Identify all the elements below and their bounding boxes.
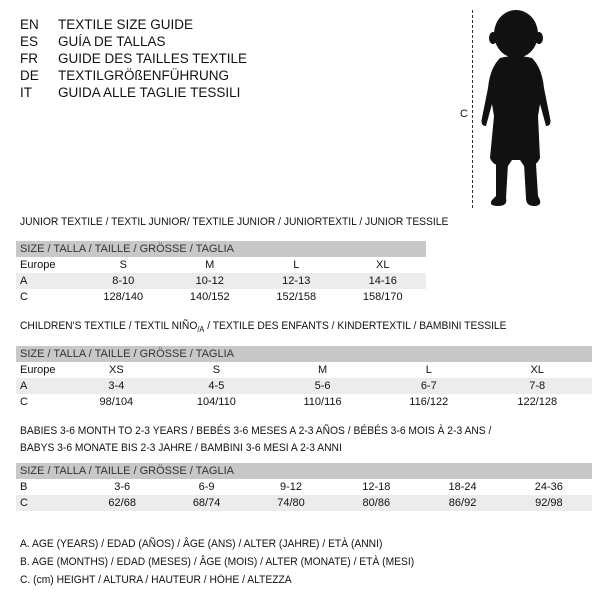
- table-row: C 128/140 140/152 152/158 158/170: [16, 289, 426, 305]
- child-silhouette-icon: [481, 10, 551, 206]
- cell: 92/98: [505, 495, 592, 511]
- cell: M: [205, 259, 215, 271]
- cell: 8-10: [80, 273, 167, 289]
- cell: 7-8: [482, 378, 592, 394]
- legend-b: B. AGE (MONTHS) / EDAD (MESES) / ÂGE (MO…: [20, 556, 415, 568]
- cell: 104/110: [196, 396, 236, 408]
- row-label: C: [20, 291, 28, 303]
- row-label: C: [16, 495, 80, 511]
- cell: S: [212, 364, 221, 376]
- language-code: IT: [20, 85, 32, 100]
- cell: 12-13: [253, 273, 340, 289]
- row-label: B: [20, 481, 28, 493]
- junior-size-table: SIZE / TALLA / TAILLE / GRÖSSE / TAGLIA …: [16, 241, 426, 305]
- cell: 3-6: [114, 481, 131, 493]
- cell: 9-12: [279, 481, 302, 493]
- table-row: Europe XS S M L XL: [16, 362, 592, 378]
- table-row: Europe S M L XL: [16, 257, 426, 273]
- table-header: SIZE / TALLA / TAILLE / GRÖSSE / TAGLIA: [16, 241, 426, 257]
- cell: 110/116: [303, 396, 342, 408]
- cell: 116/122: [409, 396, 449, 408]
- legend-a: A. AGE (YEARS) / EDAD (AÑOS) / ÂGE (ANS)…: [20, 538, 383, 550]
- cell: S: [119, 259, 127, 271]
- cell: 152/158: [276, 291, 317, 303]
- language-title: TEXTILE SIZE GUIDE: [58, 17, 194, 32]
- language-heading-en: EN TEXTILE SIZE GUIDE: [20, 16, 193, 33]
- table-header: SIZE / TALLA / TAILLE / GRÖSSE / TAGLIA: [16, 463, 592, 479]
- cell: 80/86: [333, 495, 420, 511]
- cell: 12-18: [362, 481, 391, 493]
- language-heading-es: ES GUÍA DE TALLAS: [20, 33, 166, 50]
- cell: L: [293, 259, 300, 271]
- junior-section-title: JUNIOR TEXTILE / TEXTIL JUNIOR/ TEXTILE …: [20, 216, 449, 228]
- cell: 98/104: [99, 396, 134, 408]
- height-label: C: [460, 108, 468, 120]
- language-code: DE: [20, 68, 39, 83]
- cell: L: [425, 364, 432, 376]
- row-label: A: [16, 378, 70, 394]
- cell: 14-16: [339, 273, 426, 289]
- language-title: GUIDE DES TAILLES TEXTILE: [58, 51, 248, 66]
- language-title: TEXTILGRÖßENFÜHRUNG: [58, 68, 230, 83]
- cell: 62/68: [80, 495, 165, 511]
- cell: 3-4: [70, 378, 163, 394]
- language-heading-it: IT GUIDA ALLE TAGLIE TESSILI: [20, 84, 240, 101]
- babies-section-title-line1: BABIES 3-6 MONTH TO 2-3 YEARS / BEBÉS 3-…: [20, 425, 492, 437]
- title-part: CHILDREN'S TEXTILE / TEXTIL NIÑO: [20, 320, 198, 332]
- cell: 6-9: [198, 481, 215, 493]
- cell: 158/170: [362, 291, 403, 303]
- language-code: ES: [20, 34, 39, 49]
- table-row: A 8-10 10-12 12-13 14-16: [16, 273, 426, 289]
- cell: 68/74: [164, 495, 249, 511]
- cell: 10-12: [166, 273, 253, 289]
- row-label: C: [20, 396, 28, 408]
- cell: 5-6: [270, 378, 376, 394]
- language-title: GUIDA ALLE TAGLIE TESSILI: [58, 85, 241, 100]
- cell: M: [317, 364, 328, 376]
- title-subscript: /A: [197, 325, 205, 335]
- title-part: / TEXTILE DES ENFANTS / KINDERTEXTIL / B…: [204, 320, 507, 332]
- language-heading-de: DE TEXTILGRÖßENFÜHRUNG: [20, 67, 229, 84]
- cell: 74/80: [248, 495, 334, 511]
- table-header: SIZE / TALLA / TAILLE / GRÖSSE / TAGLIA: [16, 346, 592, 362]
- cell: XL: [530, 364, 544, 376]
- cell: 24-36: [534, 481, 563, 493]
- table-row: A 3-4 4-5 5-6 6-7 7-8: [16, 378, 592, 394]
- children-section-title: CHILDREN'S TEXTILE / TEXTIL NIÑO/A / TEX…: [20, 320, 507, 334]
- cell: XS: [109, 364, 124, 376]
- language-code: EN: [20, 17, 39, 32]
- row-label: Europe: [20, 259, 56, 271]
- table-row: C 98/104 104/110 110/116 116/122 122/128: [16, 394, 592, 410]
- cell: 4-5: [162, 378, 271, 394]
- cell: 140/152: [189, 291, 230, 303]
- cell: 6-7: [375, 378, 483, 394]
- babies-section-title-line2: BABYS 3-6 MONATE BIS 2-3 JAHRE / BAMBINI…: [20, 442, 342, 454]
- language-heading-fr: FR GUIDE DES TAILLES TEXTILE: [20, 50, 247, 67]
- cell: 18-24: [448, 481, 477, 493]
- legend-c: C. (cm) HEIGHT / ALTURA / HAUTEUR / HÖHE…: [20, 574, 292, 586]
- babies-size-table: SIZE / TALLA / TAILLE / GRÖSSE / TAGLIA …: [16, 463, 592, 511]
- table-row: B 3-6 6-9 9-12 12-18 18-24 24-36: [16, 479, 592, 495]
- table-row: C 62/68 68/74 74/80 80/86 86/92 92/98: [16, 495, 592, 511]
- children-size-table: SIZE / TALLA / TAILLE / GRÖSSE / TAGLIA …: [16, 346, 592, 410]
- language-code: FR: [20, 51, 38, 66]
- cell: 86/92: [419, 495, 506, 511]
- row-label: A: [16, 273, 80, 289]
- cell: 128/140: [103, 291, 144, 303]
- row-label: Europe: [20, 364, 56, 376]
- cell: XL: [376, 259, 390, 271]
- height-measure-line: [472, 10, 473, 208]
- cell: 122/128: [517, 396, 558, 408]
- language-title: GUÍA DE TALLAS: [58, 34, 166, 49]
